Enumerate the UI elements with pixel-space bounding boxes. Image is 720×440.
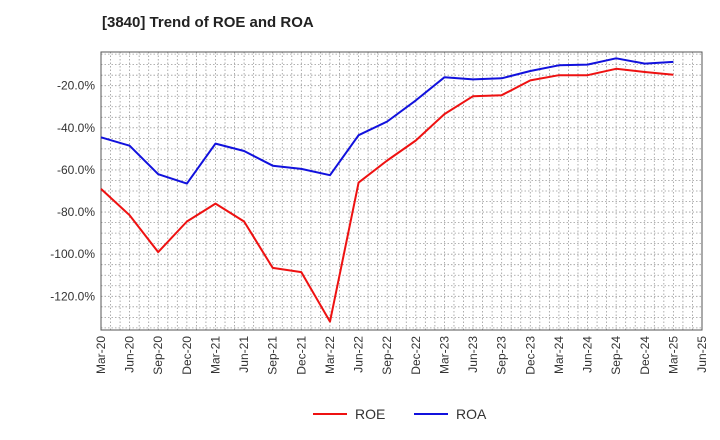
y-tick-label: -100.0% [50,247,95,261]
legend-label-roe: ROE [355,406,385,422]
x-tick-label: Sep-21 [266,336,280,375]
x-tick-label: Mar-21 [208,336,222,374]
y-tick-label: -40.0% [57,121,95,135]
x-tick-label: Mar-23 [437,336,451,374]
x-tick-label: Mar-24 [552,336,566,374]
legend: ROE ROA [313,406,487,422]
x-tick-label: Sep-22 [380,336,394,375]
x-tick-label: Dec-22 [409,336,423,375]
x-tick-label: Mar-22 [323,336,337,374]
roe-line [100,67,674,323]
axes: -120.0% -100.0% -80.0% -60.0% -40.0% -20.0% Ma… [50,51,709,375]
x-tick-label: Jun-21 [237,336,251,373]
x-tick-label: Dec-23 [523,336,537,375]
y-tick-label: -60.0% [57,163,95,177]
x-tick-label: Sep-23 [495,336,509,375]
x-tick-label: Jun-24 [581,336,595,373]
x-tick-label: Dec-24 [638,336,652,375]
x-tick-label: Sep-24 [609,336,623,375]
x-tick-label: Dec-20 [180,336,194,375]
y-tick-label: -120.0% [50,289,95,303]
roa-line [100,57,674,185]
legend-label-roa: ROA [456,406,487,422]
x-tick-label: Mar-20 [94,336,108,374]
x-tick-label: Mar-25 [666,336,680,374]
y-tick-label: -20.0% [57,79,95,93]
x-tick-label: Sep-20 [151,336,165,375]
x-tick-label: Jun-23 [466,336,480,373]
grid-lines [101,52,702,330]
chart-title: [3840] Trend of ROE and ROA [102,14,314,31]
plot-area [101,52,702,330]
series-lines [100,57,674,323]
plot-frame [100,51,703,331]
y-tick-label: -80.0% [57,205,95,219]
x-tick-label: Jun-25 [695,336,709,373]
x-tick-label: Dec-21 [294,336,308,375]
x-tick-label: Jun-22 [352,336,366,373]
x-tick-label: Jun-20 [123,336,137,373]
